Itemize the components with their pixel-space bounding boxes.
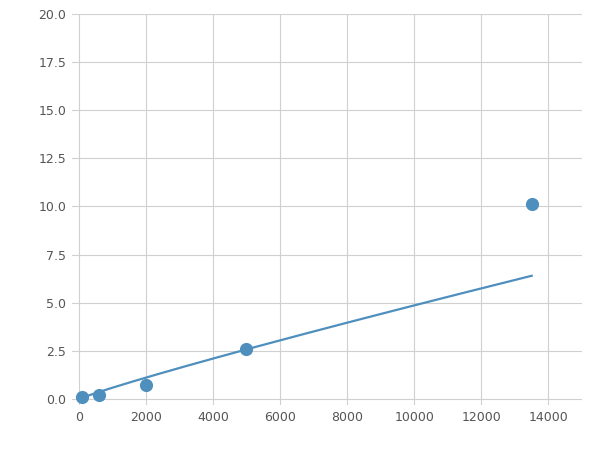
Point (527, 201, 536, 208)
Point (141, 382, 151, 389)
Point (242, 346, 251, 353)
Point (94, 392, 104, 399)
Point (77, 393, 87, 400)
